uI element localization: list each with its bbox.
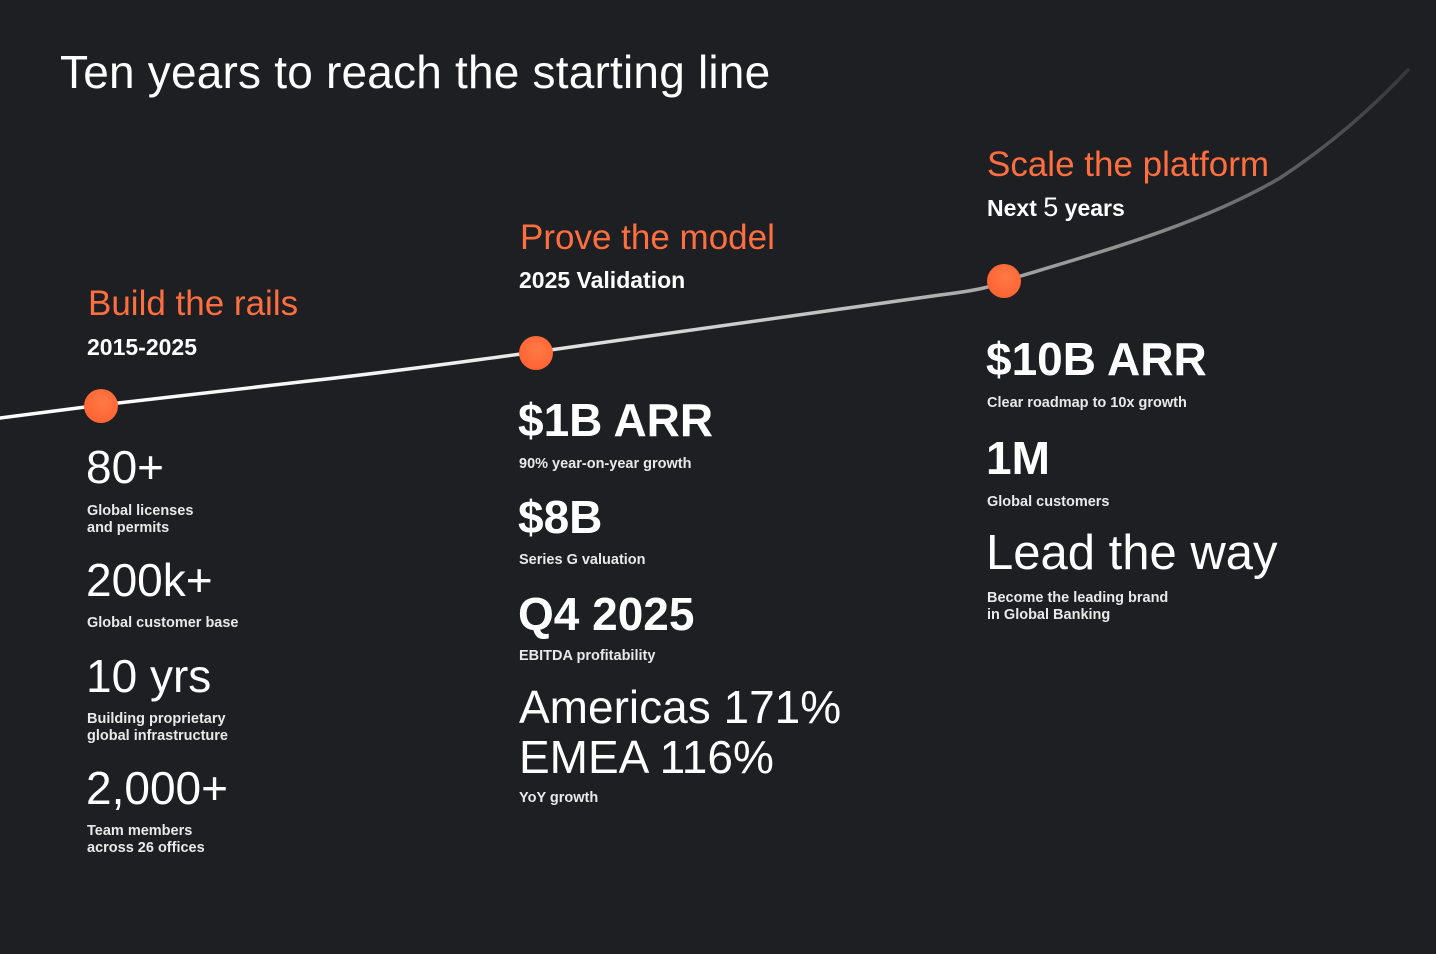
stat-label: Global customers (987, 494, 1110, 510)
stat-value: $10B ARR (986, 333, 1207, 385)
stat-value: Lead the way (986, 526, 1278, 580)
stat-value: 200k+ (86, 554, 213, 606)
phase-title: Prove the model (520, 218, 775, 257)
stat-label: EBITDA profitability (519, 648, 656, 664)
milestone-dot (519, 336, 553, 370)
phase-title: Build the rails (88, 284, 299, 323)
stat-value: $1B ARR (518, 394, 714, 446)
stat-label: Team members across 26 offices (87, 823, 205, 856)
phase-subtitle: 2025 Validation (519, 267, 686, 293)
stat-value: 2,000+ (86, 762, 228, 814)
stat-label: Become the leading brand in Global Banki… (987, 590, 1169, 623)
phase-title: Scale the platform (987, 145, 1270, 184)
stat-value: 80+ (86, 441, 165, 493)
phase-subtitle-suffix: years (1064, 195, 1125, 221)
phase-subtitle: 2015-2025 (87, 334, 197, 360)
phase-subtitle-prefix: Next (987, 195, 1037, 221)
stat-value: $8B (518, 491, 603, 543)
phase-subtitle: Next 5 years (987, 193, 1125, 222)
phase-subtitle-number: 5 (1043, 192, 1059, 222)
stat-label: Building proprietary global infrastructu… (87, 711, 228, 744)
stat-label: Global licenses and permits (87, 503, 194, 536)
stat-value: 10 yrs (86, 650, 212, 702)
stat-value: Q4 2025 (518, 588, 695, 640)
stat-label: Clear roadmap to 10x growth (987, 395, 1187, 411)
stat-label: Series G valuation (519, 552, 646, 568)
stat-label: 90% year-on-year growth (519, 456, 692, 472)
milestone-dot (987, 264, 1021, 298)
stat-label: Global customer base (87, 615, 239, 631)
milestone-dot (84, 389, 118, 423)
stat-label: YoY growth (519, 790, 599, 806)
stat-value: Americas 171% EMEA 116% (519, 681, 842, 783)
slide-title: Ten years to reach the starting line (60, 46, 771, 98)
stat-value: 1M (986, 432, 1050, 484)
